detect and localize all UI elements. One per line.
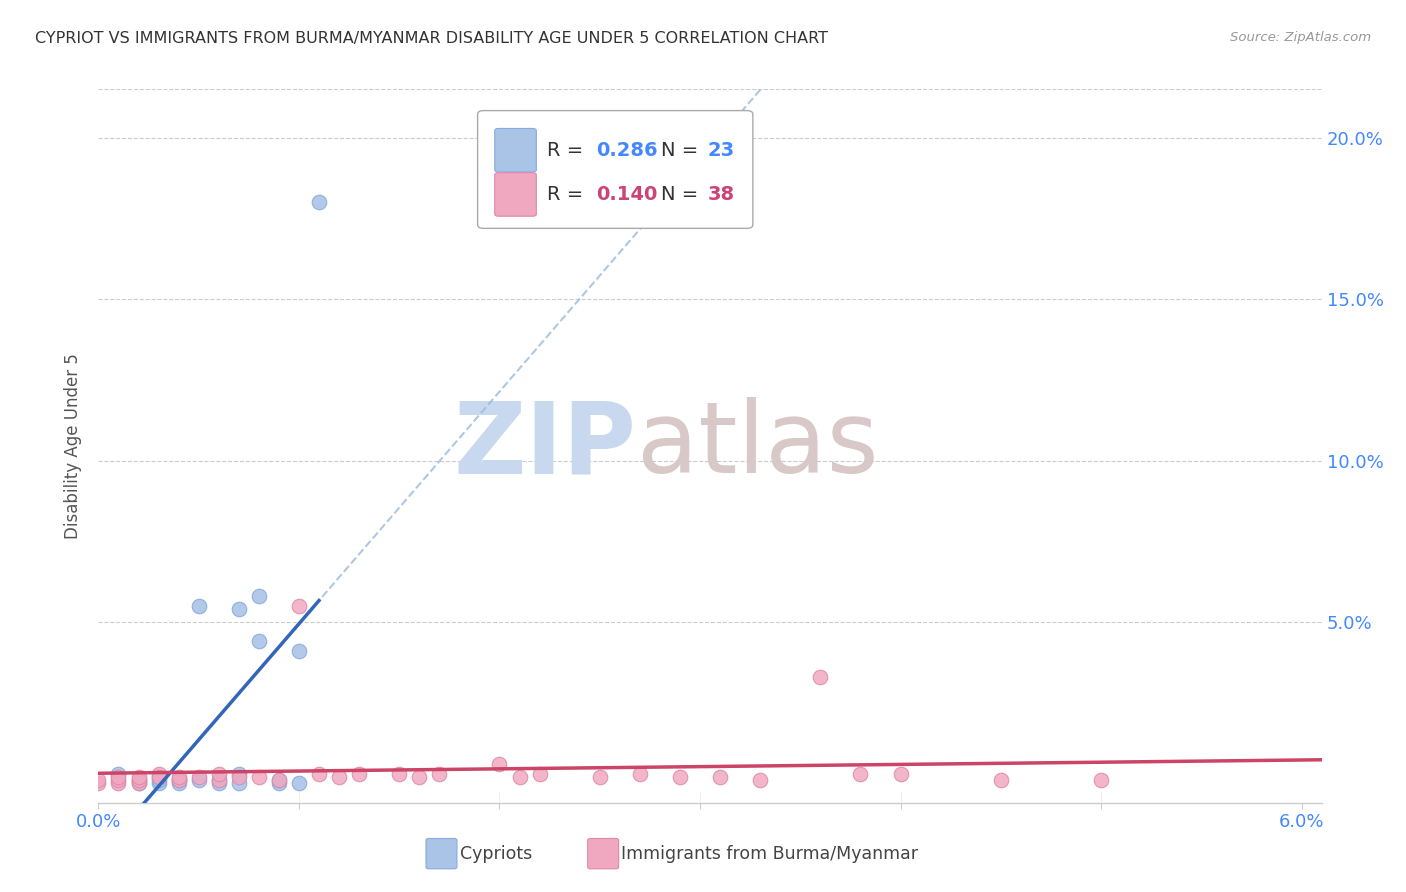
Point: [167, 773, 190, 788]
Point: [167, 773, 190, 788]
Point: [990, 773, 1012, 788]
Point: [228, 766, 250, 780]
Point: [247, 770, 270, 784]
Point: [228, 770, 250, 784]
Point: [589, 770, 612, 784]
Point: [107, 770, 129, 784]
Point: [87, 776, 110, 790]
Text: R =: R =: [547, 141, 591, 160]
Point: [208, 776, 231, 790]
Point: [208, 766, 231, 780]
Point: [167, 776, 190, 790]
Point: [107, 773, 129, 788]
Point: [488, 757, 510, 772]
Point: [347, 766, 370, 780]
Point: [228, 602, 250, 616]
Point: [709, 770, 731, 784]
Point: [128, 776, 150, 790]
Point: [1090, 773, 1112, 788]
Y-axis label: Disability Age Under 5: Disability Age Under 5: [63, 353, 82, 539]
Point: [628, 766, 651, 780]
Point: [669, 770, 692, 784]
Point: [107, 766, 129, 780]
Point: [148, 766, 170, 780]
Point: [228, 776, 250, 790]
Point: [208, 773, 231, 788]
Point: [288, 776, 311, 790]
Text: 38: 38: [707, 186, 735, 204]
FancyBboxPatch shape: [478, 111, 752, 228]
Text: CYPRIOT VS IMMIGRANTS FROM BURMA/MYANMAR DISABILITY AGE UNDER 5 CORRELATION CHAR: CYPRIOT VS IMMIGRANTS FROM BURMA/MYANMAR…: [35, 31, 828, 46]
Text: 23: 23: [707, 141, 735, 160]
Point: [328, 770, 350, 784]
Point: [128, 770, 150, 784]
Point: [529, 766, 551, 780]
Point: [107, 776, 129, 790]
Point: [288, 599, 311, 613]
Point: [128, 776, 150, 790]
Point: [889, 766, 911, 780]
Point: [87, 773, 110, 788]
Point: [128, 773, 150, 788]
Text: ZIP: ZIP: [454, 398, 637, 494]
Point: [187, 770, 209, 784]
Text: Source: ZipAtlas.com: Source: ZipAtlas.com: [1230, 31, 1371, 45]
Point: [148, 770, 170, 784]
Point: [308, 766, 330, 780]
Point: [148, 776, 170, 790]
Text: 0.286: 0.286: [596, 141, 658, 160]
Point: [388, 766, 411, 780]
FancyBboxPatch shape: [495, 128, 536, 172]
Point: [267, 773, 290, 788]
Point: [148, 770, 170, 784]
Point: [849, 766, 872, 780]
Text: 0.140: 0.140: [596, 186, 658, 204]
Point: [267, 773, 290, 788]
Point: [247, 634, 270, 648]
Point: [187, 773, 209, 788]
Point: [128, 773, 150, 788]
Point: [167, 770, 190, 784]
Text: Immigrants from Burma/Myanmar: Immigrants from Burma/Myanmar: [621, 845, 918, 863]
Text: N =: N =: [661, 186, 704, 204]
FancyBboxPatch shape: [495, 173, 536, 216]
Point: [247, 589, 270, 603]
Point: [148, 773, 170, 788]
Point: [187, 599, 209, 613]
Point: [749, 773, 772, 788]
Point: [408, 770, 430, 784]
Point: [808, 670, 831, 684]
Point: [167, 773, 190, 788]
Text: R =: R =: [547, 186, 591, 204]
Point: [509, 770, 531, 784]
Point: [427, 766, 450, 780]
Point: [208, 773, 231, 788]
Point: [267, 776, 290, 790]
Point: [288, 644, 311, 658]
Text: Cypriots: Cypriots: [460, 845, 531, 863]
Point: [308, 195, 330, 210]
Text: atlas: atlas: [637, 398, 879, 494]
Text: N =: N =: [661, 141, 704, 160]
